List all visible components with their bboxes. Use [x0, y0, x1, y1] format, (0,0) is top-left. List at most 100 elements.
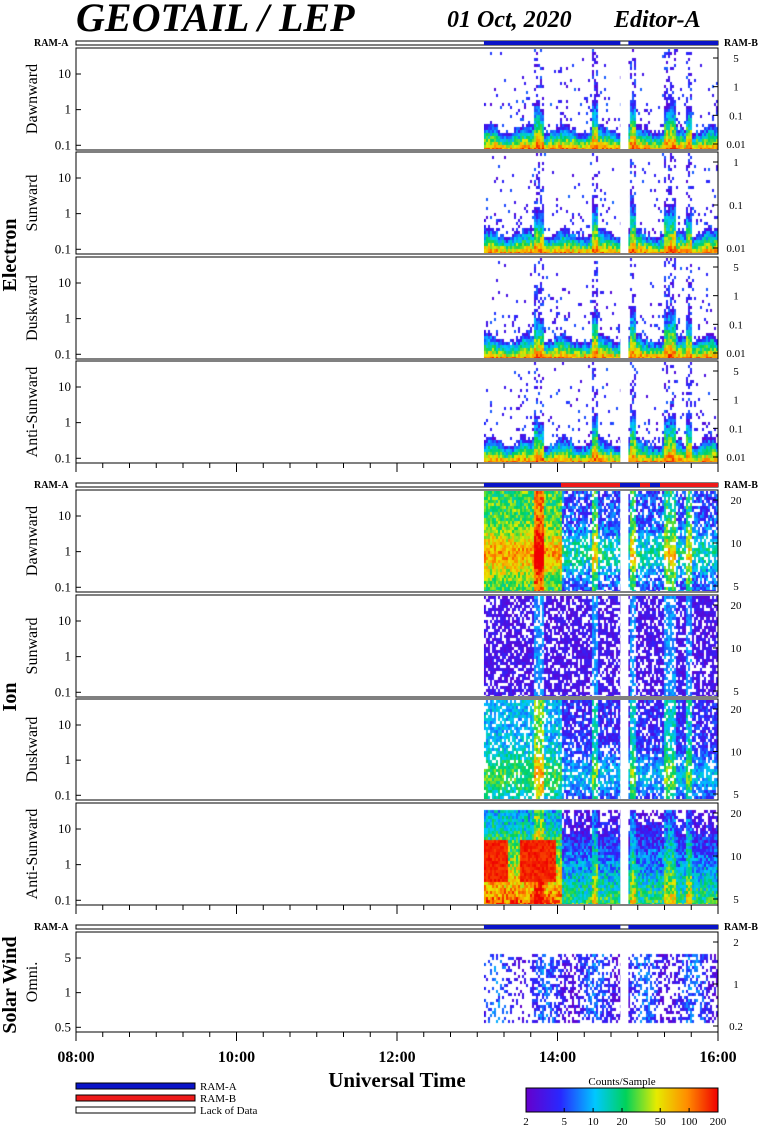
time-tick-label: 12:00 — [378, 1049, 415, 1066]
time-axis: 08:00 10:00 12:00 14:00 16:00 Universal Time — [57, 1049, 736, 1092]
panel-frame — [75, 594, 719, 698]
colorbar-tick-label: 2 — [523, 1116, 529, 1128]
ram-bar-segment — [650, 483, 660, 487]
panel-label: Anti-Sunward — [24, 367, 41, 458]
left-tick-label: 10 — [58, 379, 71, 394]
time-tick-label: 10:00 — [218, 1049, 255, 1066]
spectrogram-image — [483, 153, 718, 253]
right-tick-label: 20 — [731, 495, 743, 507]
ram-bar: RAM-A RAM-B — [34, 38, 758, 49]
spectrogram-image — [483, 49, 718, 149]
right-tick-label: 5 — [733, 366, 739, 378]
ram-bar-segment — [620, 483, 630, 487]
right-tick-label: 0.2 — [729, 1021, 743, 1033]
ram-bar-segment — [483, 41, 621, 45]
colorbar-tick-label: 20 — [617, 1116, 629, 1128]
group-time-ticks — [75, 1032, 719, 1041]
data-gap — [620, 700, 629, 799]
panel-label: Sunward — [24, 175, 41, 232]
right-tick-label: 5 — [733, 53, 739, 65]
right-tick-label: 20 — [731, 808, 743, 820]
panel-sunward: Sunward 10 1 0.1 20 10 5 — [24, 594, 743, 699]
left-tick-label: 0.1 — [55, 450, 71, 465]
group-label: Ion — [0, 683, 21, 712]
panel-frame — [75, 151, 719, 255]
legend-label: Lack of Data — [200, 1105, 258, 1117]
left-tick-label: 1 — [65, 544, 72, 559]
data-gap — [620, 804, 629, 904]
group-solar-wind: RAM-A RAM-B Omni. 5 1 0.5 2 1 0.2 — [24, 922, 758, 1041]
ram-bar-segment — [561, 483, 621, 487]
ram-bar-segment — [628, 41, 718, 45]
left-tick-label: 1 — [65, 206, 72, 221]
figure-title: GEOTAIL / LEP — [76, 0, 355, 40]
left-tick-label: 0.1 — [55, 346, 71, 361]
left-tick-label: 1 — [65, 985, 72, 1000]
right-tick-label: 0.1 — [729, 110, 743, 122]
left-tick-label: 10 — [58, 717, 71, 732]
ram-bar: RAM-A RAM-B — [34, 922, 758, 933]
left-tick-label: 1 — [65, 415, 72, 430]
spectrogram-image — [483, 700, 718, 799]
right-tick-label: 10 — [731, 643, 743, 655]
ram-bar-frame — [75, 924, 719, 930]
x-axis-label: Universal Time — [328, 1068, 465, 1092]
left-tick-label: 10 — [58, 821, 71, 836]
left-tick-label: 0.1 — [55, 137, 71, 152]
group-label: Electron — [0, 219, 21, 292]
time-tick-label: 08:00 — [57, 1049, 94, 1066]
right-tick-label: 0.01 — [726, 243, 745, 255]
right-tick-label: 1 — [733, 157, 739, 169]
data-gap — [620, 596, 629, 696]
group-label: Solar Wind — [0, 936, 21, 1033]
data-gap — [620, 49, 629, 149]
right-tick-label: 0.01 — [726, 139, 745, 151]
ram-bar-left-label: RAM-A — [34, 38, 69, 49]
panel-dawnward: Dawnward 10 1 0.1 5 1 0.1 0.01 — [24, 47, 746, 152]
panel-label: Duskward — [24, 275, 41, 341]
right-tick-label: 1 — [733, 395, 739, 407]
right-tick-label: 1 — [733, 291, 739, 303]
ram-bar-segment — [488, 483, 495, 487]
legend-label: RAM-B — [200, 1093, 236, 1105]
spectrogram-image — [483, 491, 718, 591]
panel-label: Omni. — [24, 962, 41, 1002]
ram-bar-right-label: RAM-B — [724, 38, 758, 49]
left-tick-label: 10 — [58, 613, 71, 628]
left-tick-label: 0.1 — [55, 241, 71, 256]
left-tick-label: 10 — [58, 170, 71, 185]
panel-frame — [75, 489, 719, 593]
right-tick-label: 0.1 — [729, 200, 743, 212]
right-tick-label: 0.1 — [729, 319, 743, 331]
left-tick-label: 1 — [65, 752, 72, 767]
data-gap — [620, 362, 629, 462]
spectrogram-panels: RAM-A RAM-B Dawnward 10 1 0.1 5 1 0.1 0.01 Sunward… — [24, 38, 758, 1041]
colorbar-tick-label: 50 — [655, 1116, 667, 1128]
right-tick-label: 5 — [733, 262, 739, 274]
ram-bar-frame — [75, 40, 719, 46]
data-gap — [620, 933, 629, 1031]
ram-bar-segment — [628, 925, 718, 929]
left-tick-label: 0.1 — [55, 684, 71, 699]
left-tick-label: 0.1 — [55, 579, 71, 594]
data-gap — [620, 258, 629, 358]
panel-duskward: Duskward 10 1 0.1 20 10 5 — [24, 698, 743, 802]
panel-label: Anti-Sunward — [24, 809, 41, 900]
legend-swatch — [75, 1094, 196, 1102]
colorbar-tick-label: 5 — [561, 1116, 567, 1128]
spectrogram-image — [483, 933, 718, 1031]
ram-bar-segment — [500, 483, 510, 487]
left-tick-label: 0.1 — [55, 892, 71, 907]
right-tick-label: 5 — [733, 581, 739, 593]
colorbar-title: Counts/Sample — [588, 1076, 655, 1088]
panel-label: Dawnward — [24, 506, 41, 576]
data-gap — [620, 153, 629, 253]
right-tick-label: 0.01 — [726, 452, 745, 464]
panel-frame — [75, 698, 719, 801]
left-tick-label: 1 — [65, 102, 72, 117]
right-tick-label: 20 — [731, 704, 743, 716]
figure-date: 01 Oct, 2020 — [447, 7, 572, 33]
